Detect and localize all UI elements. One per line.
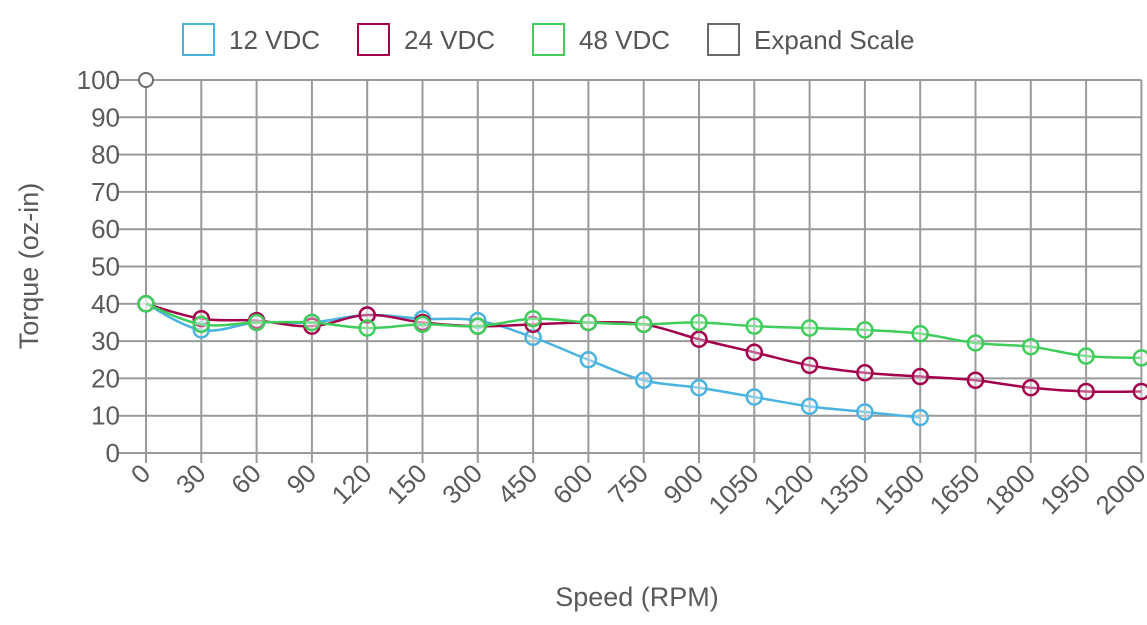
legend-label: Expand Scale [754,25,914,55]
data-point[interactable] [690,378,708,397]
y-tick-label: 50 [91,252,120,282]
y-tick-label: 90 [91,102,120,132]
x-tick-label: 90 [280,458,322,500]
legend-item-12-vdc[interactable]: 12 VDC [182,23,320,56]
legend-item-48-vdc[interactable]: 48 VDC [532,23,670,56]
legend-swatch[interactable] [532,23,565,56]
data-point[interactable] [358,319,376,337]
data-point[interactable] [1022,337,1040,356]
data-point[interactable] [469,317,487,335]
data-point[interactable] [1022,378,1040,397]
y-tick-label: 20 [91,363,120,393]
x-tick-label: 300 [436,458,488,510]
scale-marker [138,72,154,88]
y-tick-label: 0 [106,438,120,468]
data-point[interactable] [469,311,487,330]
legend-swatch[interactable] [182,23,215,56]
x-tick-label: 1200 [758,458,820,520]
data-point[interactable] [413,315,432,334]
x-tick-label: 0 [125,458,156,489]
x-tick-label: 60 [225,458,267,500]
x-tick-label: 30 [170,458,212,500]
data-point[interactable] [800,397,819,416]
legend-swatch[interactable] [707,23,740,56]
legend-label: 24 VDC [404,25,495,55]
data-point[interactable] [1132,349,1147,367]
data-point[interactable] [966,371,985,390]
legend[interactable]: 12 VDC 24 VDC 48 VDC Expand Scale [182,23,914,56]
x-tick-label: 1350 [813,458,875,520]
x-tick-label: 600 [547,458,599,510]
grid [118,79,1143,463]
series-layer [137,72,1147,427]
y-axis-label: Torque (oz-in) [14,183,44,350]
data-point[interactable] [524,328,542,347]
y-tick-label: 40 [91,289,120,319]
x-tick-labels: 0 30 60 90 120 150 300 450 600 750 900105012001350… [125,458,1147,520]
data-point[interactable] [137,295,155,313]
y-tick-label: 60 [91,214,120,244]
data-point[interactable] [1077,347,1095,365]
data-point[interactable] [634,315,653,334]
y-tick-label: 30 [91,326,120,356]
data-point[interactable] [911,324,929,343]
data-point[interactable] [1077,382,1095,401]
data-point[interactable] [745,388,764,406]
data-point[interactable] [192,315,211,334]
x-tick-label: 1050 [702,458,764,520]
x-tick-label: 1650 [924,458,986,520]
data-point[interactable] [303,313,321,332]
legend-label: 48 VDC [579,25,670,55]
x-tick-label: 750 [602,458,654,510]
x-tick-label: 150 [381,458,433,510]
y-tick-label: 10 [91,401,120,431]
x-tick-label: 2000 [1090,458,1147,520]
data-point[interactable] [856,403,874,421]
data-point[interactable] [745,317,764,335]
data-point[interactable] [579,313,598,332]
x-tick-label: 1500 [868,458,930,520]
data-point[interactable] [800,356,819,375]
data-point[interactable] [247,313,266,332]
data-point[interactable] [690,330,708,348]
data-point[interactable] [358,306,376,324]
y-tick-label: 100 [77,65,120,95]
data-point[interactable] [911,367,929,386]
data-point[interactable] [911,408,929,427]
y-tick-labels: 0 10 20 30 40 50 60 70 80 90 100 [77,65,120,468]
y-tick-label: 80 [91,140,120,170]
y-tick-label: 70 [91,177,120,207]
data-point[interactable] [1132,382,1147,401]
x-tick-label: 120 [326,458,378,510]
data-point[interactable] [800,319,819,337]
data-point[interactable] [745,343,764,362]
data-point[interactable] [690,313,708,332]
series-48-vdc [137,295,1147,367]
x-tick-label: 1950 [1034,458,1096,520]
data-point[interactable] [634,371,653,390]
legend-label: 12 VDC [229,25,320,55]
legend-item-24-vdc[interactable]: 24 VDC [357,23,495,56]
legend-item-expand-scale[interactable]: Expand Scale [707,23,914,56]
legend-swatch[interactable] [357,23,390,56]
x-tick-label: 900 [657,458,709,510]
data-point[interactable] [856,321,874,339]
data-point[interactable] [966,334,985,352]
x-tick-label: 1800 [979,458,1041,520]
data-point[interactable] [524,309,542,328]
data-point[interactable] [579,351,598,369]
series-line [145,302,1142,360]
data-point[interactable] [524,315,542,334]
x-axis-label: Speed (RPM) [555,582,719,612]
data-point[interactable] [856,364,874,382]
x-tick-label: 450 [491,458,543,510]
